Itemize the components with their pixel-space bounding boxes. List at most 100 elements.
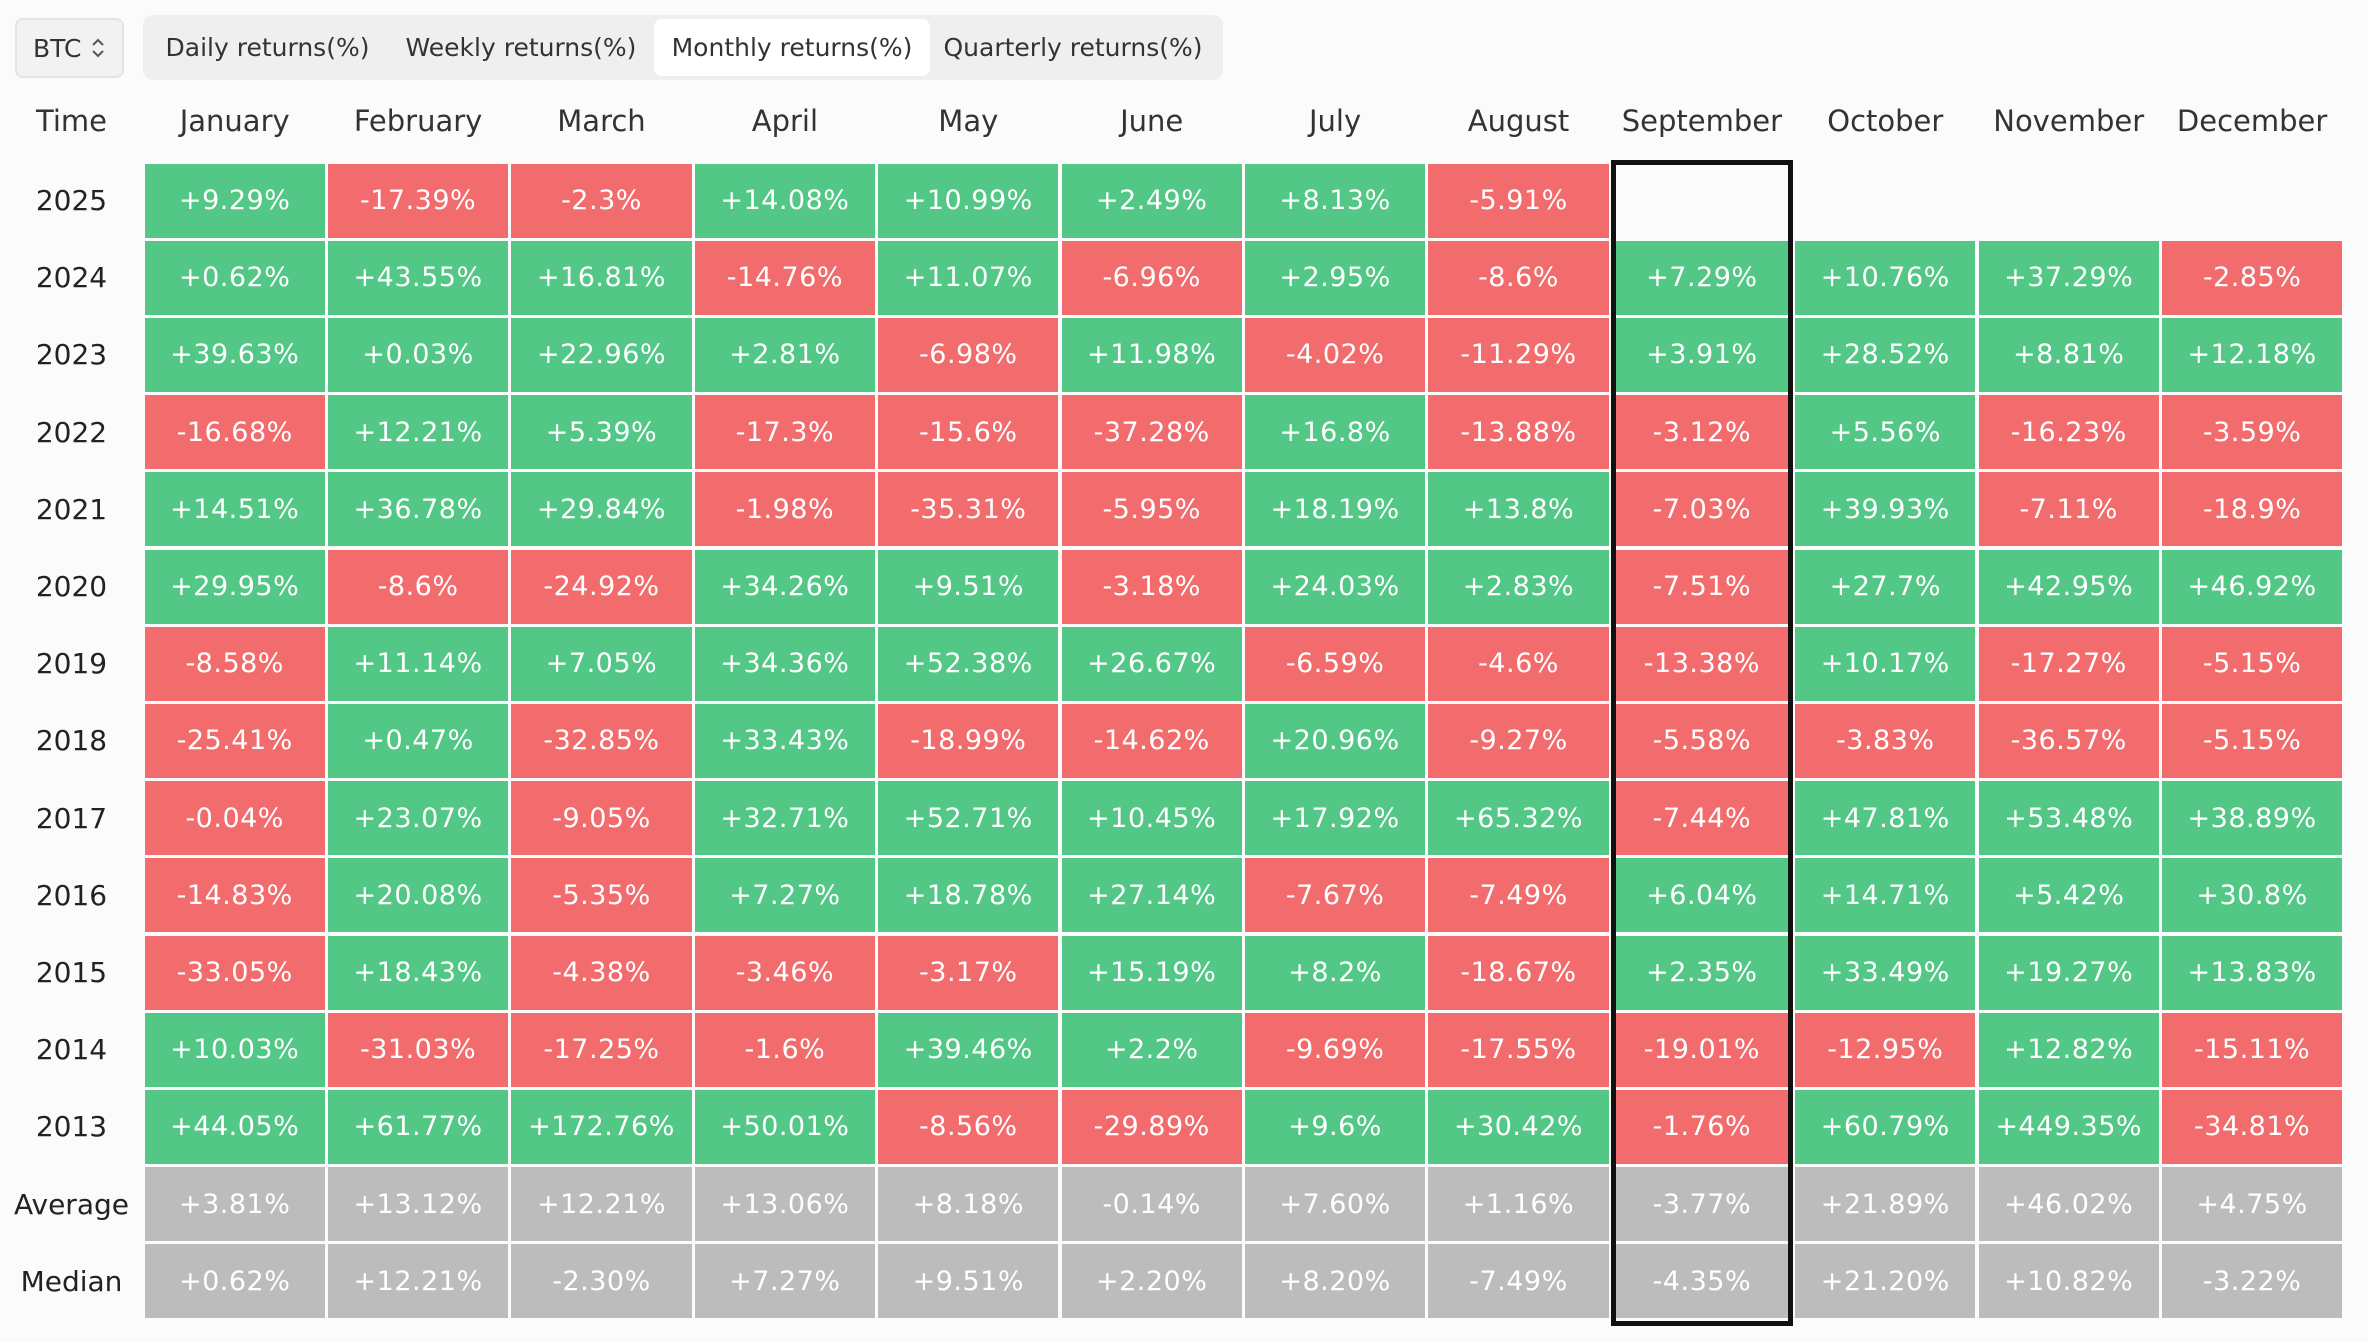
return-cell: -35.31% xyxy=(878,472,1059,547)
row-label: 2016 xyxy=(35,878,108,912)
return-cell: +33.49% xyxy=(1795,935,1976,1010)
return-cell: +65.32% xyxy=(1428,781,1609,856)
asset-selector[interactable]: BTC xyxy=(15,18,124,78)
column-header: June xyxy=(1120,104,1184,138)
return-cell: -29.89% xyxy=(1061,1089,1242,1165)
return-cell: +1.16% xyxy=(1428,1167,1609,1242)
return-cell: -32.85% xyxy=(511,703,692,779)
return-cell: -7.44% xyxy=(1611,781,1793,856)
return-cell: +8.18% xyxy=(878,1167,1059,1242)
return-cell: +17.92% xyxy=(1244,781,1426,856)
chevron-icon xyxy=(92,38,105,58)
column-header: January xyxy=(179,104,290,138)
return-cell: -15.6% xyxy=(878,395,1059,470)
return-cell: +34.36% xyxy=(694,626,876,701)
return-cell: +24.03% xyxy=(1244,549,1426,624)
return-cell: +5.42% xyxy=(1978,858,2159,933)
return-cell: +13.12% xyxy=(327,1167,509,1242)
return-cell: +47.81% xyxy=(1795,781,1976,856)
return-cell: +2.35% xyxy=(1611,935,1793,1010)
return-cell: -6.59% xyxy=(1244,626,1426,701)
return-cell: +2.83% xyxy=(1428,549,1609,624)
return-cell: -36.57% xyxy=(1978,703,2159,779)
return-cell: -4.35% xyxy=(1611,1244,1793,1319)
row-label: 2022 xyxy=(35,415,108,449)
tab[interactable]: Monthly returns(%) xyxy=(654,19,930,76)
return-cell: -4.38% xyxy=(511,935,692,1010)
column-header: Time xyxy=(36,104,107,138)
return-cell: +13.06% xyxy=(694,1167,876,1242)
return-cell: -9.69% xyxy=(1244,1012,1426,1087)
return-cell: +21.20% xyxy=(1795,1244,1976,1319)
tab[interactable]: Quarterly returns(%) xyxy=(943,33,1203,62)
return-cell: +5.39% xyxy=(511,395,692,470)
return-cell: -8.58% xyxy=(144,626,325,701)
column-header: September xyxy=(1621,104,1783,138)
return-cell: +2.2% xyxy=(1061,1012,1242,1087)
return-cell: -31.03% xyxy=(327,1012,509,1087)
return-cell: +172.76% xyxy=(511,1089,692,1165)
return-cell: +20.08% xyxy=(327,858,509,933)
return-cell: +38.89% xyxy=(2161,781,2343,856)
return-cell: +12.18% xyxy=(2161,317,2343,393)
asset-label: BTC xyxy=(33,33,82,63)
return-cell: -7.03% xyxy=(1611,472,1793,547)
return-cell: +16.8% xyxy=(1244,395,1426,470)
return-cell: +6.04% xyxy=(1611,858,1793,933)
return-cell: +23.07% xyxy=(327,781,509,856)
return-cell: -14.62% xyxy=(1061,703,1242,779)
return-cell: +27.14% xyxy=(1061,858,1242,933)
return-cell: -11.29% xyxy=(1428,317,1609,393)
return-cell: +28.52% xyxy=(1795,317,1976,393)
return-cell: +8.20% xyxy=(1244,1244,1426,1319)
return-cell: +50.01% xyxy=(694,1089,876,1165)
return-cell: -4.02% xyxy=(1244,317,1426,393)
row-label: 2020 xyxy=(35,570,108,604)
return-cell: +0.62% xyxy=(144,1244,325,1319)
column-header: October xyxy=(1827,104,1944,138)
return-cell: -12.95% xyxy=(1795,1012,1976,1087)
row-label: 2023 xyxy=(35,338,108,372)
return-cell: +8.13% xyxy=(1244,163,1426,238)
return-cell: -8.6% xyxy=(327,549,509,624)
return-cell: +0.47% xyxy=(327,703,509,779)
return-cell: +10.82% xyxy=(1978,1244,2159,1319)
return-cell: +10.76% xyxy=(1795,240,1976,315)
tab[interactable]: Daily returns(%) xyxy=(165,33,370,62)
return-cell: +0.62% xyxy=(144,240,325,315)
return-cell: +29.95% xyxy=(144,549,325,624)
return-cell: -17.27% xyxy=(1978,626,2159,701)
return-cell: -7.67% xyxy=(1244,858,1426,933)
return-cell: -16.23% xyxy=(1978,395,2159,470)
return-cell: +8.81% xyxy=(1978,317,2159,393)
tab[interactable]: Weekly returns(%) xyxy=(405,33,637,62)
return-cell: +2.81% xyxy=(694,317,876,393)
return-cell: +10.17% xyxy=(1795,626,1976,701)
return-cell: -2.30% xyxy=(511,1244,692,1319)
return-cell: +5.56% xyxy=(1795,395,1976,470)
return-cell: -5.35% xyxy=(511,858,692,933)
return-cell: +52.71% xyxy=(878,781,1059,856)
return-cell: -5.95% xyxy=(1061,472,1242,547)
column-header: February xyxy=(353,104,483,138)
return-cell: -4.6% xyxy=(1428,626,1609,701)
row-label: 2024 xyxy=(35,261,108,295)
return-cell: +7.05% xyxy=(511,626,692,701)
return-cell: +4.75% xyxy=(2161,1167,2343,1242)
return-cell: -19.01% xyxy=(1611,1012,1793,1087)
return-cell: -0.04% xyxy=(144,781,325,856)
row-label: 2013 xyxy=(35,1110,108,1144)
row-label: 2021 xyxy=(35,492,108,526)
return-cell: -5.91% xyxy=(1428,163,1609,238)
return-cell: -7.51% xyxy=(1611,549,1793,624)
column-header: August xyxy=(1467,104,1570,138)
return-cell: +11.98% xyxy=(1061,317,1242,393)
return-cell: +7.27% xyxy=(694,858,876,933)
return-cell: +3.91% xyxy=(1611,317,1793,393)
return-cell: +8.2% xyxy=(1244,935,1426,1010)
row-label: 2017 xyxy=(35,801,108,835)
return-cell: -33.05% xyxy=(144,935,325,1010)
return-cell: +22.96% xyxy=(511,317,692,393)
return-cell: +12.21% xyxy=(327,1244,509,1319)
return-cell: -5.58% xyxy=(1611,703,1793,779)
